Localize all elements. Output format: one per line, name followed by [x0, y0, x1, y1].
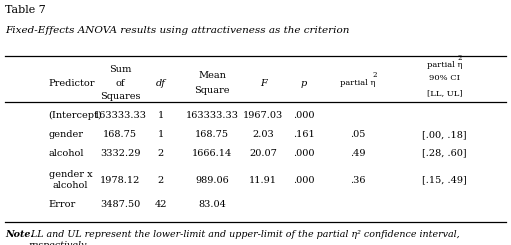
Text: 2: 2	[458, 54, 462, 61]
Text: Fixed-Effects ANOVA results using attractiveness as the criterion: Fixed-Effects ANOVA results using attrac…	[5, 26, 350, 35]
Text: 1: 1	[158, 130, 164, 139]
Text: 989.06: 989.06	[195, 176, 229, 184]
Text: 1: 1	[158, 111, 164, 120]
Text: [.15, .49]: [.15, .49]	[422, 176, 467, 184]
Text: F: F	[260, 79, 267, 88]
Text: .000: .000	[293, 176, 315, 184]
Text: 1666.14: 1666.14	[192, 149, 232, 158]
Text: 163333.33: 163333.33	[185, 111, 239, 120]
Text: 2: 2	[158, 176, 164, 184]
Text: gender x
alcohol: gender x alcohol	[49, 170, 92, 190]
Text: 3487.50: 3487.50	[100, 200, 140, 209]
Text: gender: gender	[49, 130, 83, 139]
Text: 2.03: 2.03	[252, 130, 274, 139]
Text: 90% CI: 90% CI	[429, 74, 460, 82]
Text: Squares: Squares	[100, 92, 141, 101]
Text: Predictor: Predictor	[49, 79, 95, 88]
Text: 1967.03: 1967.03	[243, 111, 283, 120]
Text: 168.75: 168.75	[195, 130, 229, 139]
Text: Note.: Note.	[5, 230, 34, 239]
Text: alcohol: alcohol	[49, 149, 84, 158]
Text: 11.91: 11.91	[249, 176, 277, 184]
Text: .000: .000	[293, 111, 315, 120]
Text: partial η: partial η	[340, 79, 376, 87]
Text: 2: 2	[373, 71, 377, 79]
Text: [.00, .18]: [.00, .18]	[422, 130, 467, 139]
Text: 3332.29: 3332.29	[100, 149, 141, 158]
Text: 163333.33: 163333.33	[94, 111, 147, 120]
Text: partial η: partial η	[427, 61, 462, 69]
Text: .49: .49	[350, 149, 365, 158]
Text: .161: .161	[293, 130, 315, 139]
Text: [.28, .60]: [.28, .60]	[422, 149, 467, 158]
Text: 42: 42	[155, 200, 167, 209]
Text: 83.04: 83.04	[198, 200, 226, 209]
Text: 20.07: 20.07	[249, 149, 277, 158]
Text: Mean: Mean	[198, 72, 226, 80]
Text: LL and UL represent the lower-limit and upper-limit of the partial η² confidence: LL and UL represent the lower-limit and …	[28, 230, 460, 245]
Text: 168.75: 168.75	[103, 130, 137, 139]
Text: Error: Error	[49, 200, 76, 209]
Text: of: of	[115, 79, 125, 88]
Text: .36: .36	[350, 176, 365, 184]
Text: df: df	[156, 79, 166, 88]
Text: p: p	[301, 79, 307, 88]
Text: (Intercept): (Intercept)	[49, 110, 102, 120]
Text: 2: 2	[158, 149, 164, 158]
Text: .000: .000	[293, 149, 315, 158]
Text: Table 7: Table 7	[5, 5, 46, 15]
Text: Sum: Sum	[109, 65, 131, 74]
Text: .05: .05	[350, 130, 365, 139]
Text: Square: Square	[194, 86, 230, 95]
Text: [LL, UL]: [LL, UL]	[427, 89, 462, 97]
Text: 1978.12: 1978.12	[100, 176, 141, 184]
